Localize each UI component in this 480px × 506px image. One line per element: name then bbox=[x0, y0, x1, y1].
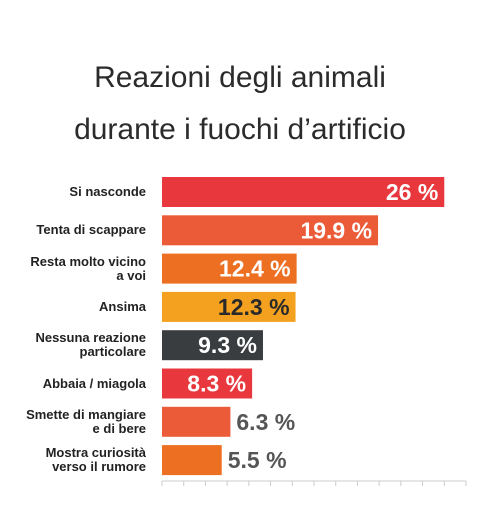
bar bbox=[162, 253, 297, 284]
bar bbox=[162, 368, 253, 399]
value-label: 9.3 % bbox=[198, 332, 257, 358]
category-label: Tenta di scappare bbox=[36, 222, 146, 238]
category-label: Abbaia / miagola bbox=[42, 375, 146, 391]
chart-title: Reazioni degli animali durante i fuochi … bbox=[74, 61, 406, 146]
bar bbox=[162, 291, 296, 322]
category-label: Resta molto vicino a voi bbox=[30, 253, 146, 283]
category-label: Smette di mangiare e di bere bbox=[26, 406, 146, 436]
value-label: 5.5 % bbox=[228, 447, 287, 473]
category-label: Si nasconde bbox=[69, 184, 146, 199]
value-label: 26 % bbox=[386, 179, 438, 205]
value-label: 6.3 % bbox=[236, 409, 295, 435]
bar bbox=[162, 215, 379, 246]
bar bbox=[162, 177, 445, 207]
value-label: 19.9 % bbox=[300, 217, 372, 243]
category-label: Nessuna reazione particolare bbox=[35, 330, 146, 360]
category-label: Ansima bbox=[99, 298, 146, 314]
value-label: 8.3 % bbox=[187, 371, 246, 397]
bar bbox=[162, 330, 263, 361]
category-label: Mostra curiosità verso il rumore bbox=[45, 445, 146, 475]
value-label: 12.4 % bbox=[219, 256, 291, 282]
bar bbox=[162, 406, 231, 437]
value-label: 12.3 % bbox=[218, 294, 290, 320]
bar bbox=[162, 445, 222, 476]
